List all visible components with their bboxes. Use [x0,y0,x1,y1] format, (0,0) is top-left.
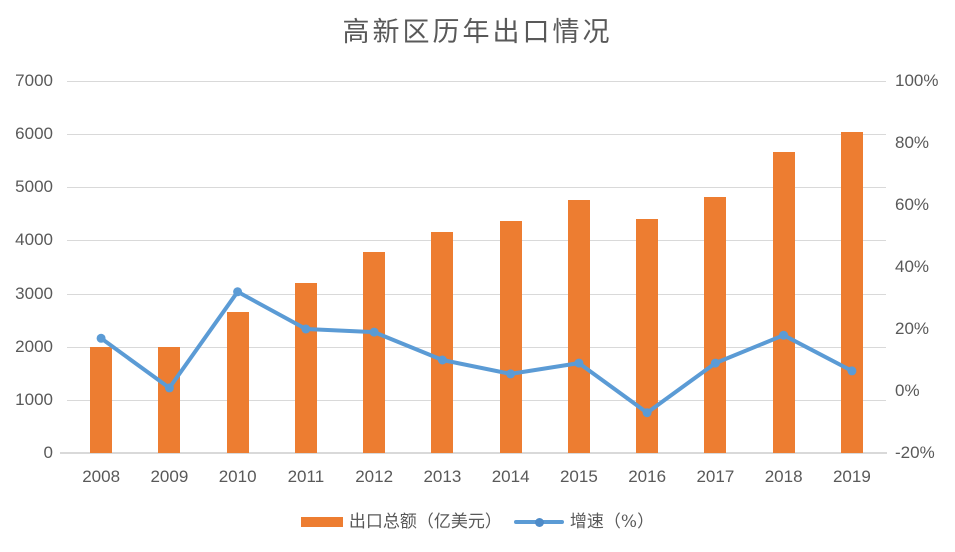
y-left-label-6000: 6000 [15,124,53,144]
y-right-label-100%: 100% [895,71,939,90]
gridline [67,81,886,82]
bar-2018 [772,151,795,453]
line-series-marker-icon [534,517,544,527]
legend: 出口总额（亿美元） 增速（%） [0,511,955,533]
x-label-2008: 2008 [82,467,121,486]
y-right-label-60%: 60% [895,195,930,214]
growth-point-2015 [574,358,584,368]
bar-2009 [158,346,181,453]
gridline [67,134,886,136]
x-label-2014: 2014 [491,467,530,486]
y-right-label-40%: 40% [895,257,930,276]
x-label-2011: 2011 [287,467,325,486]
growth-point-2019 [847,366,857,376]
x-label-2012: 2012 [355,467,394,486]
bar-2010 [226,312,249,453]
growth-point-2017 [710,358,720,368]
y-left-label-2000: 2000 [15,336,53,356]
x-label-2010: 2010 [218,467,257,486]
bar-series-label: 出口总额（亿美元） [348,512,502,532]
x-label-2013: 2013 [423,467,462,486]
growth-point-2011 [301,324,311,334]
y-left-label-3000: 3000 [15,283,53,303]
y-left-label-7000: 7000 [15,71,53,90]
bar-2016 [636,218,659,453]
growth-point-2009 [164,383,174,393]
gridline [67,293,886,295]
bar-2015 [567,200,590,453]
x-label-2009: 2009 [150,467,189,486]
y-left-label-0: 0 [43,443,53,462]
bar-2012 [363,252,386,453]
bar-2019 [840,132,863,453]
growth-point-2016 [642,408,652,418]
line-series-label: 增速（%） [569,512,655,532]
gridline [67,346,886,348]
growth-point-2013 [437,355,447,365]
x-label-2019: 2019 [832,467,871,486]
bar-2013 [431,232,454,453]
gridline [67,187,886,189]
gridline [67,240,886,242]
legend-item-growth: 增速（%） [513,511,655,533]
bar-2008 [90,346,113,453]
growth-point-2018 [779,330,789,340]
x-label-2015: 2015 [559,467,598,486]
y-left-label-5000: 5000 [15,177,53,197]
y-left-label-4000: 4000 [15,230,53,250]
bar-series-swatch [300,517,343,527]
growth-point-2014 [506,369,516,379]
bar-2014 [499,220,522,453]
y-right-label-20%: 20% [895,319,930,338]
chart-title: 高新区历年出口情况 [342,17,613,48]
y-right-label-80%: 80% [895,133,930,152]
y-left-label-1000: 1000 [15,389,53,409]
x-axis-line [60,452,887,454]
line-series-swatch [513,517,564,527]
growth-point-2010 [233,287,243,297]
plot-area [60,81,887,454]
gridline [67,399,886,401]
x-label-2016: 2016 [628,467,667,486]
x-label-2017: 2017 [696,467,735,486]
legend-item-exports: 出口总额（亿美元） [300,511,502,533]
y-right-label-0%: 0% [895,381,920,400]
growth-point-2012 [369,327,379,337]
x-label-2018: 2018 [764,467,803,486]
growth-line-layer [96,287,857,418]
growth-point-2008 [96,333,106,343]
bar-2017 [704,197,727,453]
y-right-label--20%: -20% [895,443,935,462]
growth-line [99,289,854,415]
